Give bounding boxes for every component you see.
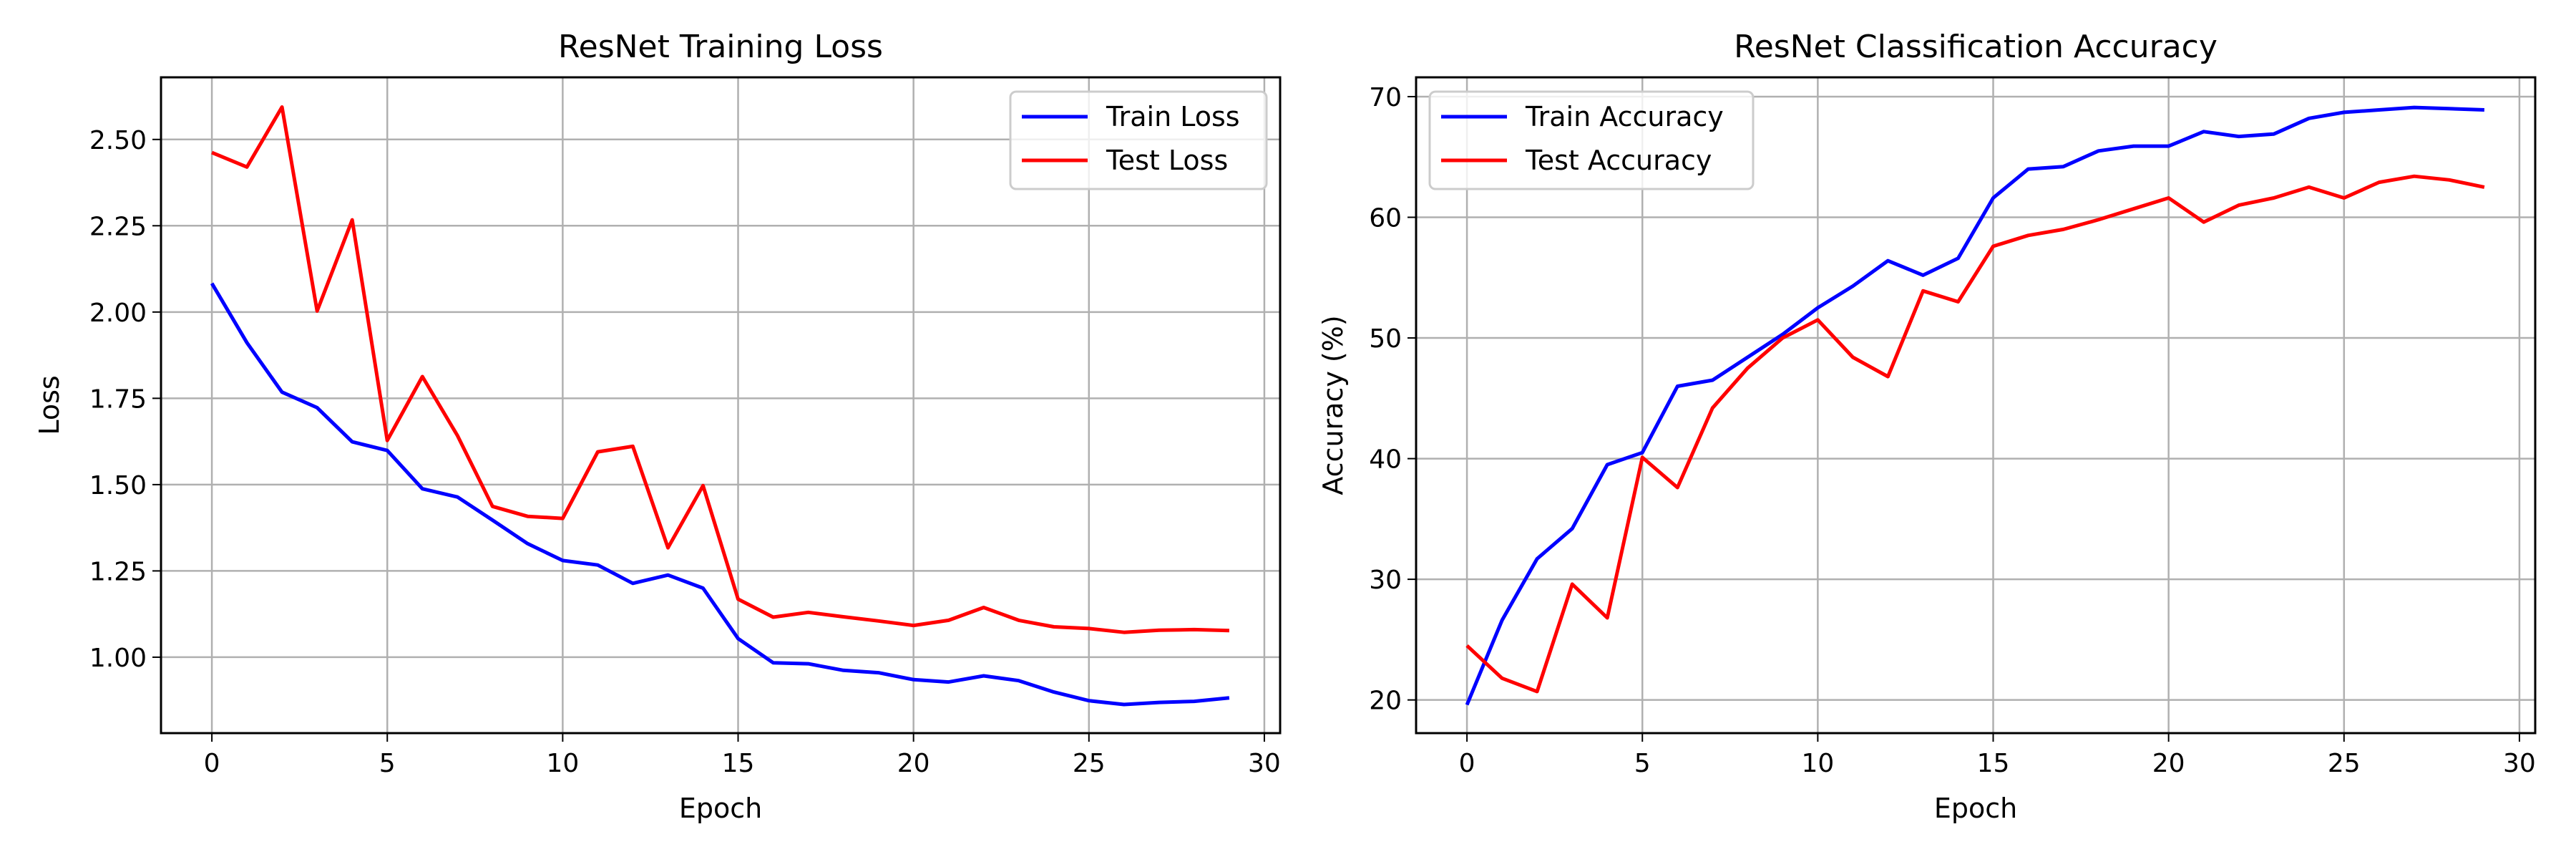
series-line-test-loss <box>211 105 1229 634</box>
loss-chart-legend: Train Loss Test Loss <box>1009 90 1268 190</box>
legend-train-accuracy-label: Train Accuracy <box>1525 101 1724 132</box>
x-tick-label: 30 <box>1248 749 1281 778</box>
series-line-train-accuracy <box>1465 105 2484 706</box>
loss-chart-ylabel: Loss <box>34 375 65 435</box>
y-tick-label: 2.25 <box>89 212 147 241</box>
accuracy-chart-xlabel: Epoch <box>1934 793 2017 824</box>
x-tick-label: 25 <box>1073 749 1106 778</box>
series-line-test-accuracy <box>1465 174 2485 694</box>
accuracy-chart-legend: Train Accuracy Test Accuracy <box>1428 90 1755 190</box>
x-tick-label: 15 <box>1977 749 2010 778</box>
y-tick-label: 2.00 <box>89 299 147 328</box>
series-line-train-loss <box>210 282 1230 707</box>
y-tick-label: 1.25 <box>89 557 147 586</box>
x-tick-label: 20 <box>2152 749 2185 778</box>
accuracy-chart-lines <box>1465 105 2485 706</box>
x-tick-label: 5 <box>379 749 396 778</box>
legend-train-loss-label: Train Loss <box>1106 101 1240 132</box>
x-tick-label: 5 <box>1634 749 1651 778</box>
accuracy-chart-ticks: 0 5 10 15 20 25 30 20 30 40 50 60 70 <box>1369 83 2536 778</box>
loss-chart-title: ResNet Training Loss <box>558 29 883 65</box>
y-tick-label: 60 <box>1369 204 1402 233</box>
loss-chart-axes-frame <box>160 76 1282 735</box>
accuracy-chart: ResNet Classification Accuracy Epoch Acc… <box>1317 29 2537 824</box>
y-tick-label: 40 <box>1369 445 1402 475</box>
x-tick-label: 10 <box>1801 749 1834 778</box>
y-tick-label: 1.00 <box>89 644 147 673</box>
x-tick-label: 25 <box>2328 749 2361 778</box>
x-tick-label: 30 <box>2503 749 2536 778</box>
x-tick-label: 0 <box>204 749 220 778</box>
y-tick-label: 2.50 <box>89 126 147 155</box>
y-tick-label: 1.50 <box>89 471 147 500</box>
x-tick-label: 15 <box>722 749 755 778</box>
y-tick-label: 20 <box>1369 687 1402 716</box>
loss-chart-lines <box>210 105 1230 707</box>
loss-chart-grid <box>161 77 1280 733</box>
legend-test-accuracy-label: Test Accuracy <box>1525 145 1712 176</box>
x-tick-label: 10 <box>546 749 579 778</box>
y-tick-label: 50 <box>1369 324 1402 354</box>
x-tick-label: 0 <box>1459 749 1475 778</box>
accuracy-chart-title: ResNet Classification Accuracy <box>1734 29 2218 65</box>
y-tick-label: 30 <box>1369 566 1402 595</box>
x-tick-label: 20 <box>897 749 930 778</box>
accuracy-chart-axes-frame <box>1415 76 2537 735</box>
loss-chart: ResNet Training Loss Epoch Loss 0 5 10 15 20… <box>34 29 1282 824</box>
loss-chart-ticks: 0 5 10 15 20 25 30 1.00 1.25 1.50 1.75 2.00 2.25 2.50 <box>89 126 1281 778</box>
y-tick-label: 1.75 <box>89 384 147 414</box>
y-tick-label: 70 <box>1369 83 1402 112</box>
accuracy-chart-ylabel: Accuracy (%) <box>1317 315 1349 495</box>
legend-test-loss-label: Test Loss <box>1106 145 1228 176</box>
loss-chart-xlabel: Epoch <box>679 793 762 824</box>
